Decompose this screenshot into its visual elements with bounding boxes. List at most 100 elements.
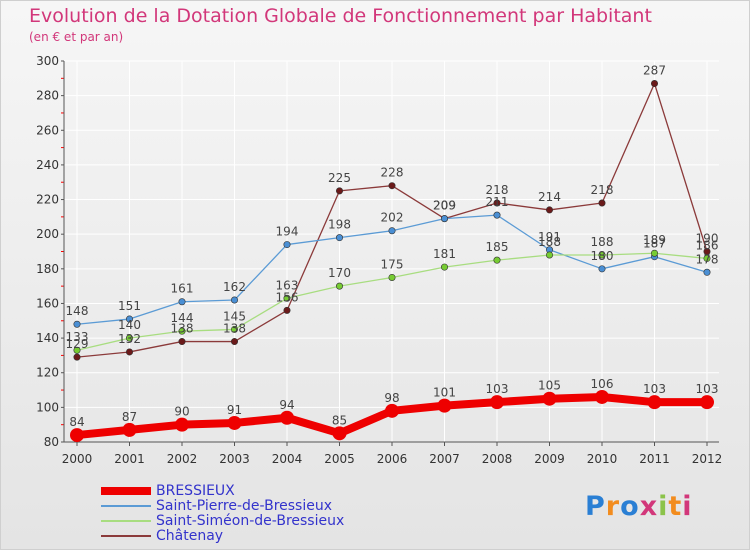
x-tick-label: 2006 (377, 452, 408, 466)
logo-letter: o (620, 491, 640, 522)
data-point (703, 248, 711, 256)
data-label: 138 (223, 322, 246, 336)
x-tick-label: 2010 (587, 452, 618, 466)
data-label: 103 (486, 382, 509, 396)
data-point (388, 227, 396, 235)
data-label: 103 (696, 382, 719, 396)
legend-label: Châtenay (156, 528, 224, 544)
data-point (283, 294, 291, 302)
y-tick-label: 300 (36, 54, 59, 68)
data-label: 98 (384, 391, 399, 405)
grid (64, 60, 719, 443)
data-point (332, 426, 347, 441)
data-label: 91 (227, 403, 242, 417)
logo-letter: r (605, 491, 621, 522)
data-label: 194 (276, 225, 299, 239)
y-tick-label: 260 (36, 123, 59, 137)
data-label: 94 (279, 398, 294, 412)
data-point (283, 241, 291, 249)
data-label: 151 (118, 299, 141, 313)
data-point (545, 251, 553, 259)
data-label: 170 (328, 266, 351, 280)
data-label: 85 (332, 413, 347, 427)
data-label: 148 (66, 304, 89, 318)
series-lines (70, 80, 714, 443)
data-label: 161 (171, 282, 194, 296)
data-point (73, 353, 81, 361)
data-label: 188 (538, 235, 561, 249)
y-tick-label: 280 (36, 89, 59, 103)
data-point (545, 206, 553, 214)
legend-label: Saint-Pierre-de-Bressieux (156, 498, 332, 514)
y-tick-label: 120 (36, 366, 59, 380)
data-point (385, 403, 399, 418)
data-point (703, 268, 711, 276)
data-label: 218 (591, 183, 614, 197)
data-point (178, 338, 186, 346)
data-point (122, 422, 137, 437)
data-label: 144 (171, 311, 194, 325)
data-point (647, 395, 662, 410)
logo-letter: i (658, 491, 669, 522)
data-point (595, 389, 609, 404)
data-point (493, 256, 501, 264)
legend-label: BRESSIEUX (156, 483, 235, 499)
data-label: 186 (696, 238, 719, 252)
chart-title: Evolution de la Dotation Globale de Fonc… (29, 5, 652, 27)
data-label: 162 (223, 280, 246, 294)
data-point (335, 234, 343, 242)
data-point (280, 410, 294, 425)
data-point (493, 211, 501, 219)
data-point (231, 338, 239, 346)
x-tick-label: 2007 (429, 452, 460, 466)
axes: 80 100 120 140 160 180 200 220 240 260 280 300 2000 2… (36, 54, 722, 466)
data-label: 188 (591, 235, 614, 249)
data-point (542, 391, 557, 406)
data-point (700, 395, 714, 410)
line-chart: 80 100 120 140 160 180 200 220 240 260 280 300 2000 2… (36, 54, 722, 466)
data-point (175, 417, 189, 432)
logo-letter: P (585, 491, 606, 522)
legend-swatch (101, 520, 151, 522)
data-label: 140 (118, 318, 141, 332)
data-label: 129 (66, 337, 89, 351)
data-label: 156 (276, 290, 299, 304)
data-point (231, 296, 239, 304)
data-point (335, 187, 343, 195)
data-point (178, 327, 186, 335)
data-label: 202 (381, 211, 404, 225)
data-label: 228 (381, 166, 404, 180)
data-point (70, 428, 84, 443)
y-tick-label: 240 (36, 158, 59, 172)
data-point (440, 215, 448, 223)
data-point (490, 395, 504, 410)
data-label: 103 (643, 382, 666, 396)
data-point (703, 254, 711, 262)
data-label: 218 (486, 183, 509, 197)
data-label: 84 (69, 415, 84, 429)
data-point (598, 251, 606, 259)
data-label: 189 (643, 233, 666, 247)
data-point (440, 263, 448, 271)
x-tick-label: 2009 (534, 452, 565, 466)
x-tick-label: 2004 (272, 452, 303, 466)
data-label: 163 (276, 278, 299, 292)
logo-letter: i (682, 491, 693, 522)
data-point (126, 334, 134, 342)
data-label: 209 (433, 199, 456, 213)
legend-label: Saint-Siméon-de-Bressieux (156, 513, 345, 529)
data-label: 214 (538, 190, 561, 204)
data-label: 105 (538, 379, 561, 393)
data-point (493, 199, 501, 207)
x-tick-label: 2008 (482, 452, 513, 466)
y-tick-label: 100 (36, 400, 59, 414)
data-point (126, 348, 134, 356)
data-label: 190 (696, 232, 719, 246)
data-labels: 84 87 90 91 94 85 98 101 103 105 106 103 103 148 151 16… (66, 64, 719, 430)
proxiti-logo: Proxiti (585, 491, 693, 522)
data-point (598, 199, 606, 207)
x-tick-label: 2011 (639, 452, 670, 466)
data-point (231, 325, 239, 333)
data-point (650, 80, 658, 88)
y-tick-label: 200 (36, 227, 59, 241)
